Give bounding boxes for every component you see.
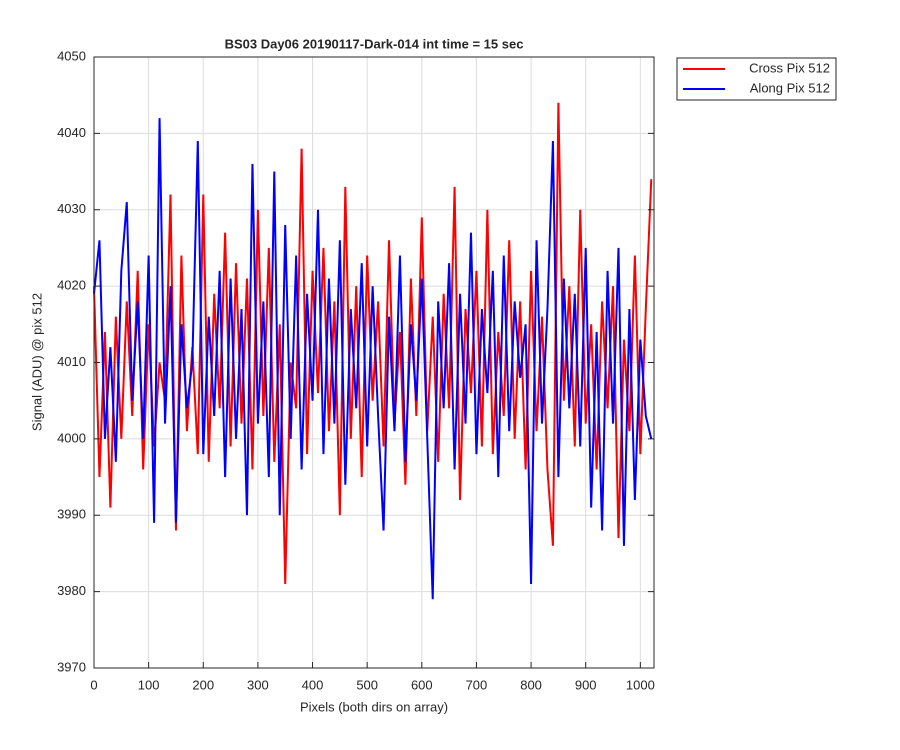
y-tick-label: 4020 — [57, 278, 86, 293]
x-tick-label: 800 — [520, 677, 542, 692]
legend-label: Cross Pix 512 — [749, 60, 830, 75]
axes-box — [93, 56, 655, 669]
y-tick-label: 4040 — [57, 125, 86, 140]
y-tick-label: 4050 — [57, 48, 86, 63]
y-tick-label: 4010 — [57, 354, 86, 369]
y-tick-label: 3980 — [57, 583, 86, 598]
axes: 0 100 200 300 400 500 600 700 800 900 1000 3970 3980… — [57, 48, 655, 692]
y-tick-label: 3970 — [57, 659, 86, 674]
legend-label: Along Pix 512 — [750, 80, 830, 95]
x-tick-label: 600 — [411, 677, 433, 692]
y-tick-label: 4000 — [57, 430, 86, 445]
x-tick-label: 0 — [90, 677, 97, 692]
y-axis-label: Signal (ADU) @ pix 512 — [29, 293, 44, 431]
chart-title: BS03 Day06 20190117-Dark-014 int time = … — [225, 36, 524, 51]
x-tick-label: 1000 — [626, 677, 655, 692]
x-tick-label: 900 — [575, 677, 597, 692]
y-tick-label: 3990 — [57, 507, 86, 522]
x-axis-label: Pixels (both dirs on array) — [300, 699, 448, 714]
series-line — [93, 102, 653, 585]
y-tick-label: 4030 — [57, 201, 86, 216]
x-tick-label: 200 — [192, 677, 214, 692]
legend: Cross Pix 512 Along Pix 512 — [676, 57, 837, 101]
lines — [93, 102, 653, 600]
x-tick-label: 100 — [138, 677, 160, 692]
x-tick-label: 500 — [356, 677, 378, 692]
legend-box — [676, 57, 837, 101]
x-tick-label: 300 — [247, 677, 269, 692]
x-tick-label: 400 — [302, 677, 324, 692]
series-line — [93, 118, 653, 600]
x-tick-label: 700 — [466, 677, 488, 692]
